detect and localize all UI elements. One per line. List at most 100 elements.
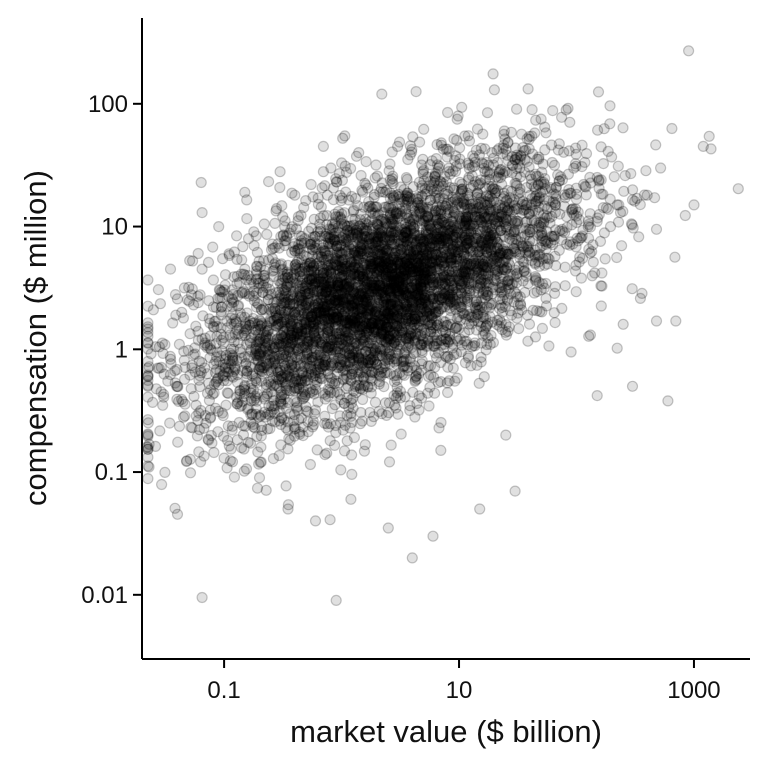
- data-point: [362, 300, 374, 312]
- data-point: [415, 253, 427, 266]
- data-point: [519, 230, 531, 242]
- data-point: [450, 322, 462, 334]
- data-point: [423, 310, 435, 323]
- data-point: [369, 396, 381, 408]
- data-point: [171, 508, 184, 520]
- data-point: [156, 337, 168, 349]
- data-point: [400, 172, 412, 184]
- data-point: [582, 218, 595, 231]
- data-point: [335, 271, 347, 283]
- data-point: [436, 180, 449, 192]
- data-point: [217, 338, 230, 350]
- data-point: [631, 192, 643, 204]
- data-point: [413, 390, 425, 402]
- data-point: [390, 226, 402, 238]
- data-point: [154, 425, 166, 437]
- data-point: [358, 445, 370, 457]
- data-point: [626, 219, 638, 231]
- data-point: [365, 206, 377, 218]
- data-point: [468, 255, 480, 267]
- data-point: [446, 271, 458, 283]
- data-point: [155, 386, 167, 398]
- data-point: [388, 336, 400, 348]
- data-point: [523, 318, 536, 330]
- data-point: [268, 315, 280, 327]
- data-point: [529, 271, 541, 283]
- data-point: [415, 338, 427, 350]
- data-point: [418, 270, 430, 282]
- data-point: [358, 247, 370, 260]
- data-point: [633, 231, 645, 243]
- data-point: [448, 133, 460, 145]
- data-point: [317, 337, 329, 349]
- data-point: [477, 221, 489, 233]
- data-point: [479, 195, 491, 207]
- data-point: [408, 227, 420, 239]
- data-point: [385, 259, 397, 271]
- data-point: [617, 122, 629, 134]
- data-point: [142, 417, 154, 429]
- data-point: [477, 128, 489, 140]
- data-point: [419, 267, 431, 279]
- data-point: [423, 400, 435, 412]
- data-point: [335, 213, 347, 225]
- data-point: [208, 315, 221, 328]
- data-point: [361, 246, 374, 258]
- data-point: [448, 219, 460, 232]
- data-point: [181, 294, 194, 306]
- data-point: [188, 390, 200, 402]
- data-point: [463, 278, 475, 290]
- data-point: [457, 192, 469, 205]
- data-point: [490, 171, 502, 183]
- data-point: [347, 261, 359, 273]
- data-point: [437, 214, 449, 226]
- data-point: [533, 222, 545, 234]
- data-point: [335, 464, 347, 476]
- data-point: [323, 325, 335, 337]
- data-point: [360, 156, 372, 168]
- data-point: [400, 301, 412, 313]
- data-point: [283, 433, 295, 445]
- data-point: [383, 330, 395, 342]
- data-point: [456, 287, 468, 299]
- data-point: [184, 255, 196, 267]
- data-point: [340, 282, 353, 294]
- data-point: [311, 253, 323, 265]
- data-point: [254, 456, 266, 468]
- data-point: [397, 325, 409, 337]
- data-point: [542, 237, 554, 249]
- data-point: [461, 283, 473, 295]
- data-point: [324, 514, 336, 526]
- data-point: [362, 350, 375, 362]
- data-point: [229, 361, 241, 373]
- data-point: [240, 463, 253, 475]
- data-point: [417, 153, 429, 165]
- data-point: [252, 446, 264, 458]
- data-point: [412, 235, 424, 247]
- data-point: [322, 281, 334, 293]
- data-point: [404, 400, 416, 412]
- data-point: [398, 231, 410, 243]
- data-point: [346, 468, 358, 480]
- data-point: [304, 387, 316, 399]
- data-point: [359, 281, 371, 293]
- data-point: [431, 249, 443, 261]
- data-point: [389, 229, 402, 241]
- data-point: [382, 307, 394, 319]
- data-point: [274, 393, 286, 405]
- data-point: [519, 286, 531, 298]
- data-point: [475, 273, 487, 285]
- data-point: [370, 201, 382, 213]
- data-point: [400, 203, 412, 215]
- data-point: [459, 357, 471, 369]
- data-point: [407, 266, 419, 278]
- data-point: [522, 83, 534, 95]
- data-point: [352, 245, 364, 257]
- data-point: [207, 274, 219, 286]
- data-point: [341, 224, 353, 236]
- data-point: [604, 100, 616, 112]
- data-point: [341, 372, 353, 385]
- data-point: [142, 379, 154, 391]
- data-point: [275, 439, 287, 451]
- data-point: [379, 397, 392, 409]
